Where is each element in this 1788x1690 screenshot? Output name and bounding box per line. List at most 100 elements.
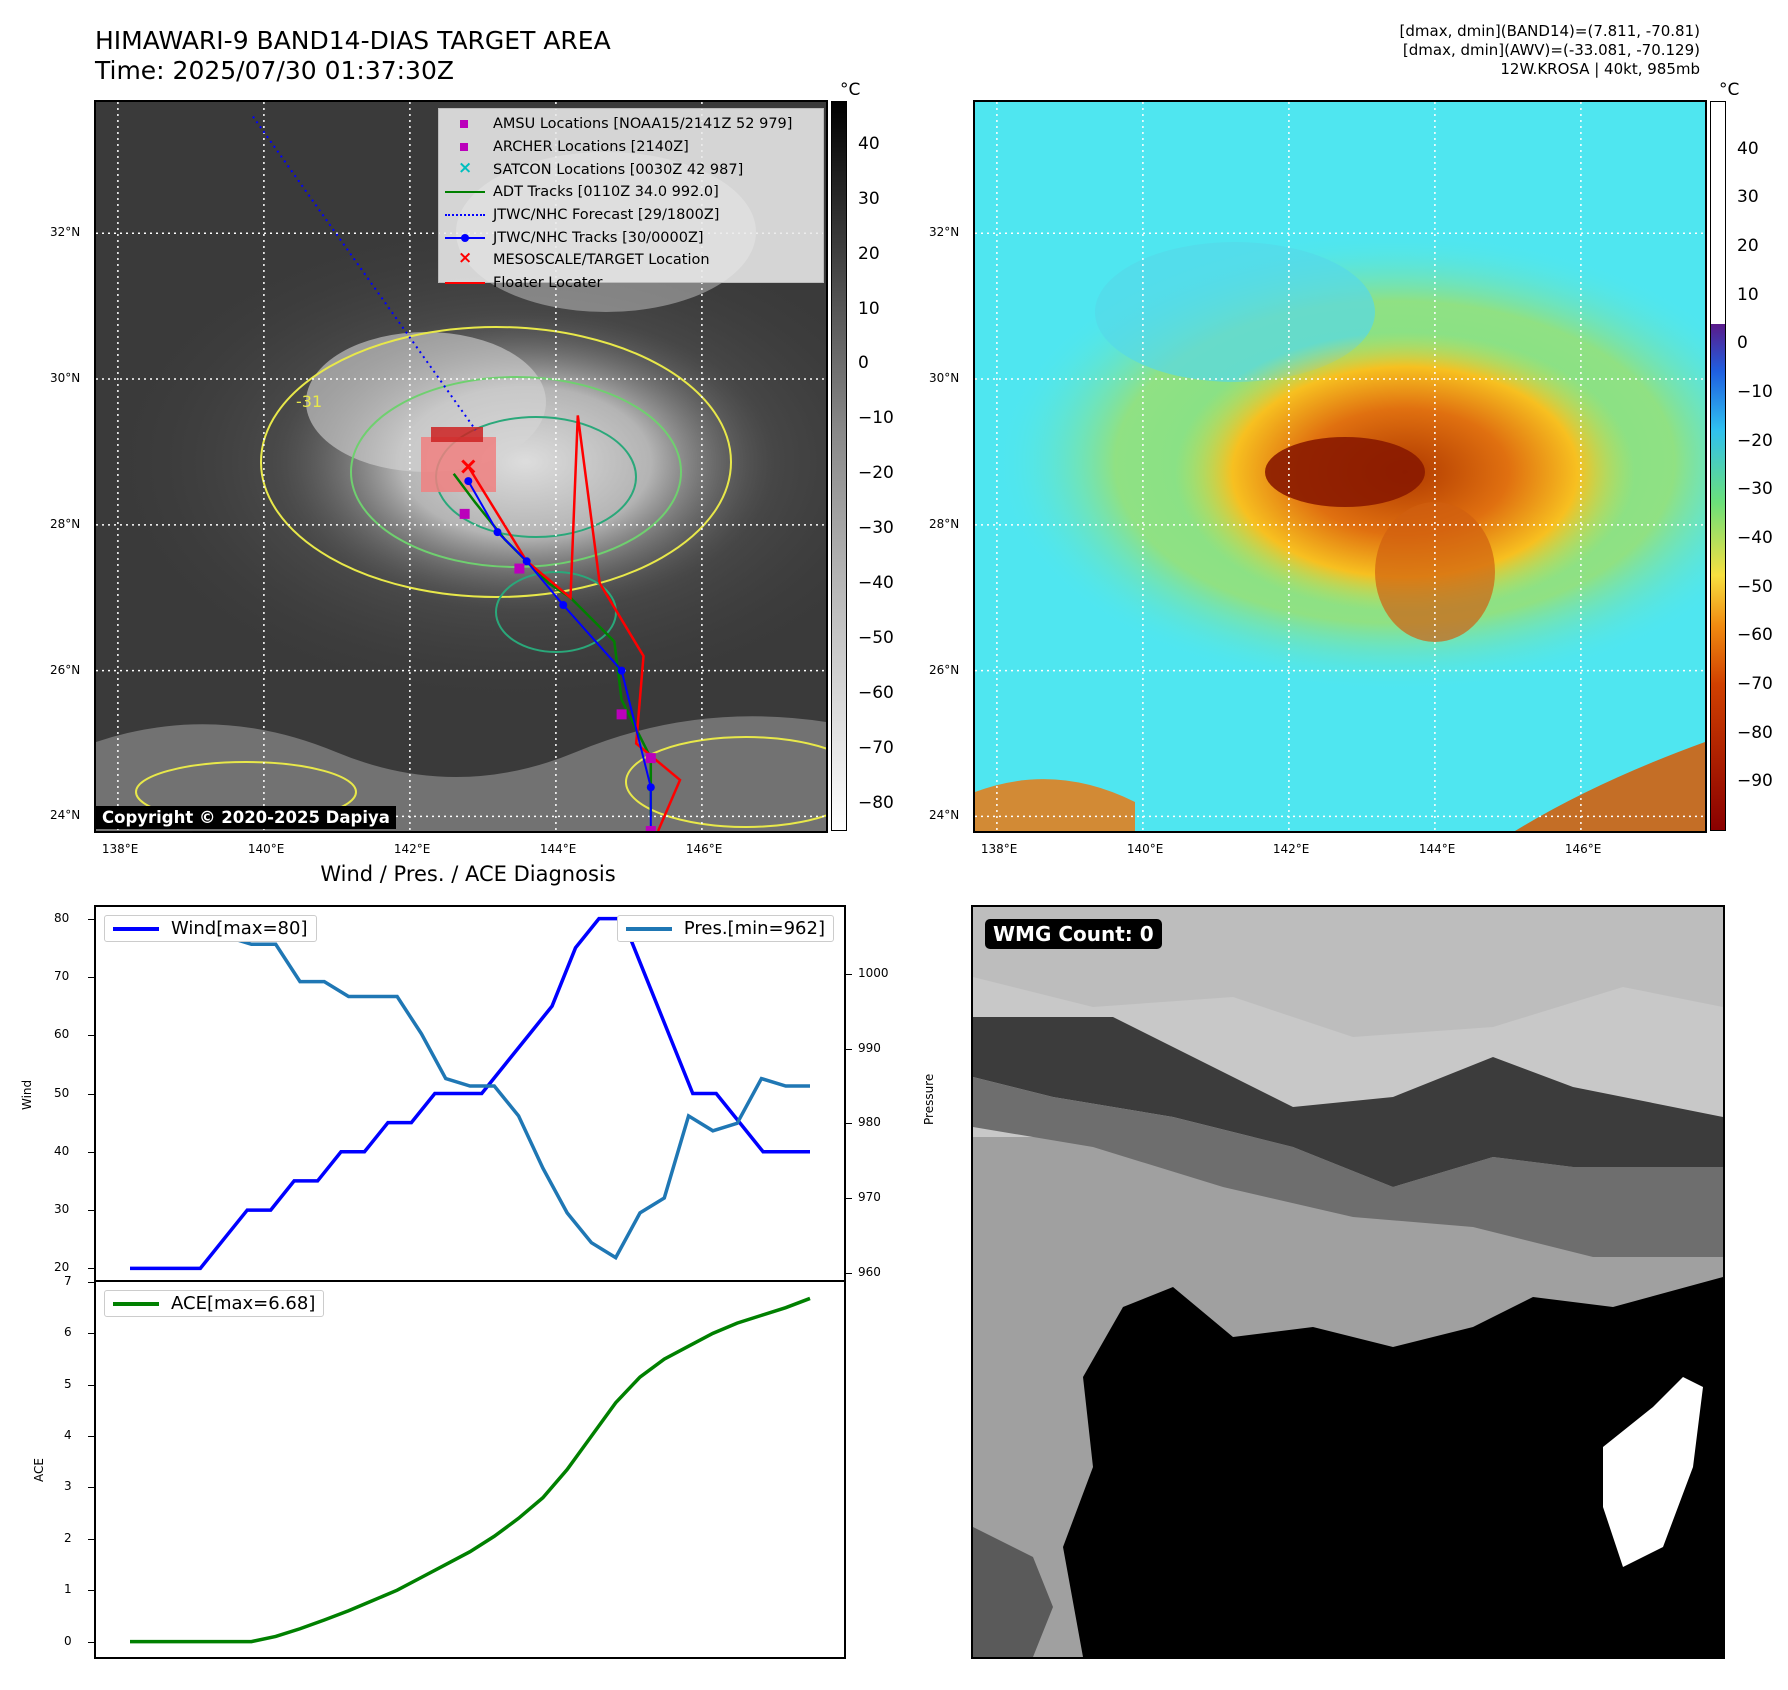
pressure-ytick-mark [846,1123,852,1125]
bw-colorbar-tick: −50 [858,627,894,648]
legend-label: JTWC/NHC Tracks [30/0000Z] [493,229,704,246]
right-lat-label: 30°N [929,371,960,386]
ace-ytick-label: 3 [64,1479,72,1494]
pressure-ytick-mark [846,1272,852,1274]
color-colorbar-unit: °C [1719,80,1740,100]
ir-color-map-panel [973,100,1707,833]
bw-colorbar-unit: °C [840,80,861,100]
wind-ytick-label: 60 [54,1027,70,1042]
ir-color-map [975,102,1705,831]
legend-label: ARCHER Locations [2140Z] [493,139,689,156]
info-header: [dmax, dmin](BAND14)=(7.811, -70.81) [dm… [1400,22,1700,79]
amsu-point [645,753,656,764]
jtwc-track-point [493,528,502,537]
wind-ytick-label: 80 [54,910,70,925]
pressure-ytick-mark [846,1048,852,1050]
left-lon-label: 146°E [685,842,723,856]
legend-label: JTWC/NHC Forecast [29/1800Z] [493,207,720,224]
jtwc-forecast-line [252,116,477,431]
legend-symbol [445,117,485,131]
right-lat-label: 26°N [929,662,960,677]
info-line-1: [dmax, dmin](BAND14)=(7.811, -70.81) [1399,22,1700,40]
legend-row: JTWC/NHC Tracks [30/0000Z] [445,226,817,249]
color-colorbar-tick: 10 [1737,284,1759,305]
color-colorbar-tick: −80 [1737,722,1773,743]
pressure-ytick-label: 990 [858,1040,881,1055]
legend-label: SATCON Locations [0030Z 42 987] [493,161,744,178]
bw-colorbar-tick: 10 [858,298,880,319]
ace-ytick-label: 4 [64,1428,72,1443]
bw-colorbar-tick: 20 [858,243,880,264]
color-colorbar-tick: −90 [1737,771,1773,792]
wind-ytick-label: 50 [54,1085,70,1100]
legend-row: ADT Tracks [0110Z 34.0 992.0] [445,181,817,204]
wind-ytick-mark [88,1035,94,1037]
pressure-ytick-mark [846,974,852,976]
left-lat-label: 26°N [50,662,81,677]
ace-legend: ACE[max=6.68] [104,1290,325,1317]
jtwc-track-point [559,601,568,610]
legend-label: Floater Locater [493,275,603,292]
bw-colorbar-tick: 30 [858,188,880,209]
pressure-ytick-label: 980 [858,1115,881,1130]
ace-ytick-label: 1 [64,1582,72,1597]
legend-label: ADT Tracks [0110Z 34.0 992.0] [493,184,719,201]
jtwc-track-point [646,783,655,792]
legend-row: × MESOSCALE/TARGET Location [445,248,817,272]
color-colorbar-tick: −20 [1737,430,1773,451]
legend-row: × SATCON Locations [0030Z 42 987] [445,158,817,181]
wind-ytick-mark [88,918,94,920]
wind-legend-swatch [113,926,159,931]
legend-label: AMSU Locations [NOAA15/2141Z 52 979] [493,116,793,133]
amsu-point [616,709,627,720]
wind-legend: Wind[max=80] [104,915,317,942]
bw-colorbar-tick: 0 [858,353,869,374]
ace-ytick-mark [88,1282,94,1283]
color-colorbar-tick: 30 [1737,187,1759,208]
info-line-2: [dmax, dmin](AWV)=(-33.081, -70.129) [1402,41,1700,59]
left-lon-label: 138°E [101,842,139,856]
right-lon-label: 144°E [1418,842,1456,856]
pressure-ytick-label: 960 [858,1264,881,1279]
left-lat-label: 24°N [50,808,81,823]
right-lon-label: 138°E [980,842,1018,856]
bw-colorbar-tick: −60 [858,682,894,703]
pressure-ytick-mark [846,1197,852,1199]
ace-ytick-mark [88,1487,94,1489]
right-lat-label: 28°N [929,516,960,531]
legend-symbol [445,140,485,154]
jtwc-track-point [464,477,473,486]
right-lon-label: 140°E [1126,842,1164,856]
pressure-ytick-label: 970 [858,1189,881,1204]
legend-symbol [445,208,485,222]
ace-ytick-mark [88,1333,94,1335]
copyright-label: Copyright © 2020-2025 Dapiya [96,806,396,829]
wind-ytick-mark [88,976,94,978]
amsu-point [645,826,656,831]
right-lon-label: 146°E [1564,842,1602,856]
ace-chart: ACE[max=6.68] [94,1280,846,1659]
wind-ytick-mark [88,1093,94,1095]
floater-track-line [467,415,682,831]
color-colorbar-tick: −50 [1737,576,1773,597]
bw-colorbar-tick: −80 [858,792,894,813]
color-colorbar [1710,101,1726,831]
bw-colorbar-tick: −10 [858,408,894,429]
legend-row: ARCHER Locations [2140Z] [445,136,817,159]
bw-colorbar [831,101,847,831]
jtwc-track-point [617,666,626,675]
wind-ytick-label: 70 [54,968,70,983]
pressure-legend-swatch [625,926,672,931]
legend-row: Floater Locater [445,272,817,295]
ace-ytick-label: 0 [64,1633,72,1648]
wind-axis-label: Wind [20,1079,34,1110]
left-lat-label: 32°N [50,225,81,240]
info-line-3: 12W.KROSA | 40kt, 985mb [1500,60,1700,78]
right-lat-label: 24°N [929,808,960,823]
ace-ytick-mark [88,1436,94,1438]
pressure-legend: Pres.[min=962] [616,915,834,942]
legend-label: MESOSCALE/TARGET Location [493,252,710,269]
title-line-2: Time: 2025/07/30 01:37:30Z [95,56,454,85]
title-line-1: HIMAWARI-9 BAND14-DIAS TARGET AREA [95,26,611,55]
wmg-image [973,907,1723,1657]
